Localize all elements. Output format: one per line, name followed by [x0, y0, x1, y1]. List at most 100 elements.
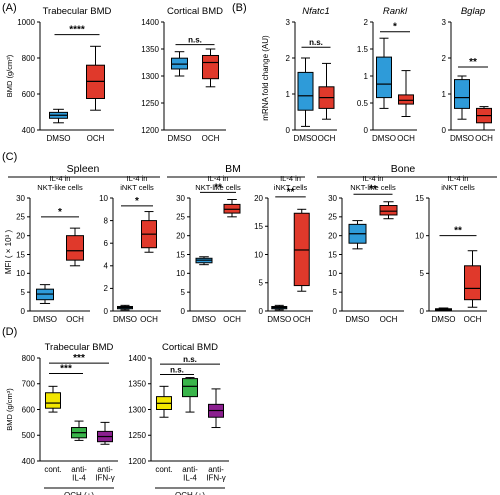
chart-b1: Nfatc1 0 1 2 3 DMSO OCH n.s. [286, 6, 337, 143]
chart-a2: Cortical BMD 1200 1250 1300 1350 1400 DMSO OCH n… [141, 6, 226, 143]
box-3 [97, 421, 113, 445]
chart-title-line: iNKT cells [274, 183, 308, 192]
box-iqr [202, 54, 219, 80]
chart-title-line: IL-4 in [363, 174, 384, 183]
ylabel-panel-c: MFI ( × 10³ ) [4, 230, 13, 275]
x-tick-label: cont. [44, 465, 61, 474]
box-2 [223, 199, 241, 218]
y-tick-label: 3 [442, 18, 447, 27]
x-tick-label: DMSO [432, 315, 456, 324]
box-2 [398, 70, 414, 117]
y-tick-label: 25 [16, 213, 25, 222]
chart-c4: IL-4 in iNKT cells 0 5 10 15 20 DMSO OCH ** [254, 174, 313, 324]
box-iqr [464, 265, 481, 301]
chart-title: Trabecular BMD [45, 342, 114, 353]
chart-title: Rankl [383, 6, 408, 17]
significance-label: * [393, 22, 397, 33]
box-2 [476, 106, 492, 131]
x-tick-label: anti-IFN-γ [206, 465, 226, 483]
y-tick-label: 500 [22, 431, 36, 440]
y-tick-label: 10 [99, 194, 108, 203]
x-tick-label: anti-IL-4 [71, 465, 87, 483]
y-tick-label: 1400 [128, 354, 146, 363]
y-tick-label: 2 [364, 18, 369, 27]
x-tick-label: OCH [293, 315, 311, 324]
y-tick-label: 20 [16, 231, 25, 240]
x-tick-label-line: DMSO [450, 134, 474, 143]
y-tick-label: 4 [104, 262, 109, 271]
box-iqr [376, 56, 392, 99]
y-tick-label: 20 [328, 231, 337, 240]
significance-label: n.s. [188, 36, 202, 45]
box-iqr [66, 235, 84, 261]
y-axis-label: BMD (g/cm³) [5, 388, 14, 431]
chart-title: IL-4 in iNKT cells [441, 174, 475, 192]
y-tick-label: 5 [259, 279, 264, 288]
y-tick-label: 1200 [141, 126, 159, 135]
significance-label: ** [454, 226, 462, 237]
chart-title-line: Bglap [461, 6, 485, 17]
box-1 [454, 75, 470, 120]
y-tick-label: 10 [254, 250, 263, 259]
box-1 [45, 385, 61, 413]
x-tick-label-line: DMSO [192, 315, 216, 324]
y-tick-label: 0 [420, 307, 425, 316]
x-tick-label-line: IFN-γ [206, 474, 226, 483]
chart-title: Cortical BMD [167, 6, 223, 17]
box-1 [435, 307, 452, 312]
x-tick-label-line: DMSO [113, 315, 137, 324]
box-iqr [297, 71, 314, 111]
y-tick-label: 3 [286, 18, 291, 27]
x-tick-label: OCH [397, 134, 415, 143]
significance-label: ** [287, 187, 295, 198]
panel-letter-c: (C) [2, 151, 17, 163]
x-tick-label-line: OCH [318, 134, 336, 143]
x-tick-label: OCH [464, 315, 482, 324]
box-iqr [45, 392, 61, 409]
chart-c6: IL-4 in iNKT cells 0 5 10 15 DMSO OCH ** [415, 174, 487, 324]
y-tick-label: 6 [104, 239, 109, 248]
chart-b3: Bglap 0 1 2 3 DMSO OCH ** [442, 6, 495, 143]
chart-title-line: NKT-like cells [350, 183, 396, 192]
chart-title: Cortical BMD [162, 342, 218, 353]
x-tick-label: DMSO [294, 134, 318, 143]
x-tick-label-line: DMSO [294, 134, 318, 143]
box-1 [195, 256, 213, 266]
box-iqr [182, 378, 198, 398]
box-1 [271, 304, 288, 311]
chart-c2: IL-4 in iNKT cells 0 2 4 6 8 10 DMSO OCH * [99, 174, 161, 324]
chart-b2: Rankl 0 0.5 1 1.5 2 DMSO OCH * [357, 6, 417, 143]
x-tick-label: OCH [223, 315, 241, 324]
x-tick-label: OCH [318, 134, 336, 143]
y-tick-label: 20 [176, 231, 185, 240]
x-tick-label-line: DMSO [372, 134, 396, 143]
box-1 [36, 284, 54, 304]
y-tick-label: 800 [22, 54, 36, 63]
x-tick-label: anti-IL-4 [182, 465, 198, 483]
y-tick-label: 15 [415, 194, 424, 203]
x-tick-label: DMSO [267, 315, 291, 324]
y-tick-label: 1200 [128, 457, 146, 466]
x-tick-label-line: cont. [44, 465, 61, 474]
y-tick-label: 1300 [141, 72, 159, 81]
box-2 [86, 45, 105, 111]
box-2 [293, 208, 310, 292]
x-tick-label: OCH [140, 315, 158, 324]
box-1 [117, 304, 133, 311]
significance-label: * [135, 196, 139, 207]
significance-label: *** [73, 353, 85, 364]
x-tick-label-line: anti- [182, 465, 198, 474]
chart-c5: IL-4 in NKT-like cells 0 5 10 15 20 25 30 DMSO OCH… [328, 174, 404, 324]
chart-title-line: NKT-like cells [37, 183, 83, 192]
y-tick-label: 1250 [141, 99, 159, 108]
y-tick-label: 10 [16, 269, 25, 278]
box-1 [297, 57, 314, 127]
y-tick-label: 30 [176, 194, 185, 203]
chart-title-line: IL-4 in [208, 174, 229, 183]
box-1 [171, 51, 188, 77]
x-tick-label-line: DMSO [47, 134, 71, 143]
x-tick-label-line: OCH [223, 315, 241, 324]
y-tick-label: 30 [328, 194, 337, 203]
x-tick-label-line: anti- [208, 465, 224, 474]
y-tick-label: 10 [415, 231, 424, 240]
